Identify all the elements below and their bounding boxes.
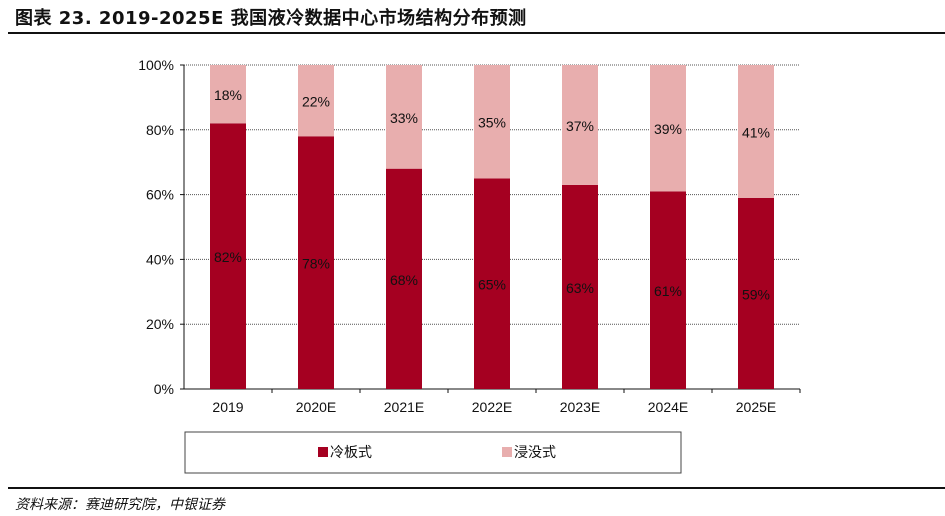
bar-cold-plate bbox=[298, 136, 334, 389]
data-label: 35% bbox=[478, 115, 506, 131]
data-label: 33% bbox=[390, 110, 418, 126]
title-rule bbox=[8, 32, 945, 34]
source-note: 资料来源：赛迪研究院，中银证券 bbox=[15, 497, 225, 513]
y-tick-label: 20% bbox=[146, 316, 174, 332]
data-label: 61% bbox=[654, 283, 682, 299]
y-tick-label: 100% bbox=[138, 57, 174, 73]
bar-cold-plate bbox=[562, 184, 598, 389]
x-tick-label: 2019 bbox=[212, 399, 243, 415]
y-tick-label: 0% bbox=[154, 381, 174, 397]
data-label: 37% bbox=[566, 118, 594, 134]
data-label: 78% bbox=[302, 256, 330, 272]
y-tick-label: 40% bbox=[146, 251, 174, 267]
legend-label: 浸没式 bbox=[514, 445, 556, 461]
chart-title: 图表 23. 2019-2025E 我国液冷数据中心市场结构分布预测 bbox=[15, 8, 527, 29]
data-label: 82% bbox=[214, 249, 242, 265]
x-tick-label: 2025E bbox=[736, 399, 776, 415]
bar-cold-plate bbox=[386, 168, 422, 389]
x-tick-label: 2022E bbox=[472, 399, 512, 415]
legend-label: 冷板式 bbox=[330, 445, 372, 461]
data-label: 39% bbox=[654, 121, 682, 137]
bar-cold-plate bbox=[650, 191, 686, 389]
bar-immersion bbox=[298, 65, 334, 137]
x-tick-label: 2020E bbox=[296, 399, 336, 415]
bar-cold-plate bbox=[210, 123, 246, 389]
bar-immersion bbox=[738, 65, 774, 198]
bar-immersion bbox=[386, 65, 422, 169]
bar-cold-plate bbox=[738, 197, 774, 389]
y-tick-label: 80% bbox=[146, 122, 174, 138]
data-label: 59% bbox=[742, 286, 770, 302]
y-tick-label: 60% bbox=[146, 187, 174, 203]
bar-immersion bbox=[210, 65, 246, 124]
data-label: 18% bbox=[214, 87, 242, 103]
bar-immersion bbox=[474, 65, 510, 179]
bar-cold-plate bbox=[474, 178, 510, 389]
bar-immersion bbox=[650, 65, 686, 192]
data-label: 63% bbox=[566, 280, 594, 296]
x-tick-label: 2024E bbox=[648, 399, 688, 415]
legend-box bbox=[184, 431, 682, 474]
footer-rule bbox=[8, 487, 945, 489]
x-tick-label: 2023E bbox=[560, 399, 600, 415]
data-label: 22% bbox=[302, 94, 330, 110]
data-label: 41% bbox=[742, 124, 770, 140]
x-tick-label: 2021E bbox=[384, 399, 424, 415]
bar-immersion bbox=[562, 65, 598, 185]
data-label: 65% bbox=[478, 277, 506, 293]
data-label: 68% bbox=[390, 272, 418, 288]
legend-swatch bbox=[318, 447, 328, 457]
legend-swatch bbox=[502, 447, 512, 457]
